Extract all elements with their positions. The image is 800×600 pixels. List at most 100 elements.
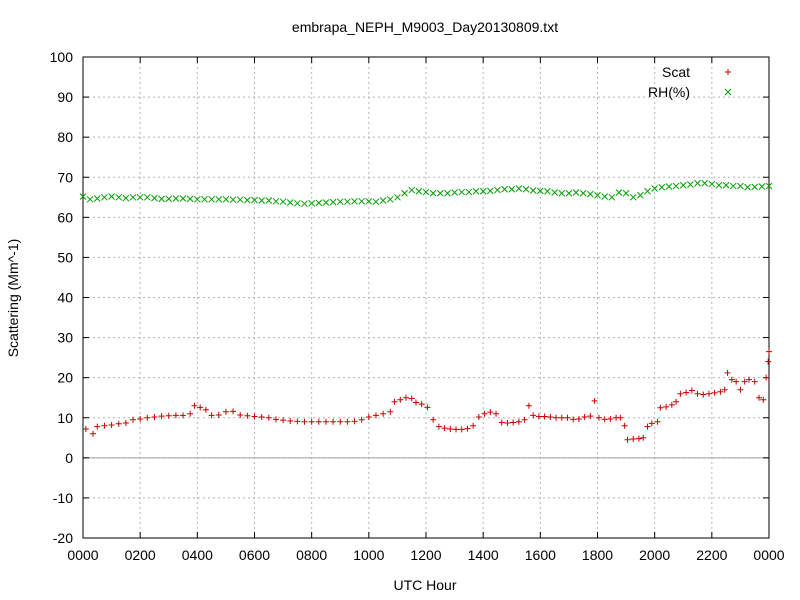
scat-point: [741, 378, 748, 385]
scat-point: [94, 423, 101, 430]
axis-ticks: [82, 56, 770, 539]
rh-point: [458, 188, 466, 196]
rh-point: [501, 185, 508, 193]
scat-point: [301, 418, 308, 425]
scat-point: [558, 414, 565, 421]
scat-point: [575, 415, 582, 422]
rh-point: [615, 189, 623, 196]
scat-point: [424, 404, 431, 411]
rh-point: [101, 193, 108, 201]
y-tick-label: -20: [53, 530, 73, 546]
rh-point: [308, 199, 316, 207]
x-tick-label: 1600: [525, 547, 556, 563]
rh-point: [108, 193, 115, 200]
rh-point: [344, 198, 351, 206]
legend-label-rh: RH(%): [648, 84, 690, 100]
scat-point: [418, 401, 425, 408]
scat-point: [351, 418, 358, 425]
scat-point: [745, 376, 752, 383]
rh-point: [465, 188, 473, 196]
scat-point: [648, 420, 655, 427]
x-tick-label: 0000: [67, 547, 98, 563]
scat-point: [688, 387, 695, 394]
legend-marker: [724, 88, 732, 96]
scat-point: [640, 434, 647, 441]
y-axis-label: Scattering (Mm^-1): [5, 239, 21, 358]
rh-point: [386, 195, 394, 203]
scat-point: [601, 416, 608, 423]
rh-point: [751, 183, 759, 191]
scat-point: [230, 408, 237, 415]
series-rh: [79, 179, 773, 208]
rh-point: [529, 187, 537, 194]
x-tick-label: 2000: [639, 547, 670, 563]
scat-point: [504, 419, 511, 426]
rh-point: [301, 200, 308, 208]
x-tick-labels: 0000 0200 0400 0600 0800 1000 1200 1400 1600 1800…: [67, 547, 784, 563]
rh-point: [201, 195, 208, 203]
x-tick-label: 1000: [353, 547, 384, 563]
rh-point: [286, 199, 294, 206]
scat-point: [165, 412, 172, 419]
x-tick-label: 0800: [296, 547, 327, 563]
rh-point: [158, 195, 165, 203]
rh-point: [79, 193, 87, 200]
rh-point: [722, 181, 730, 189]
scat-point: [430, 416, 437, 423]
x-tick-label: 0600: [239, 547, 270, 563]
rh-point: [372, 198, 380, 206]
rh-point: [558, 189, 566, 197]
rh-point: [715, 181, 723, 189]
rh-point: [729, 182, 737, 190]
rh-point: [708, 180, 716, 188]
rh-point: [579, 189, 587, 197]
scat-point: [322, 418, 329, 425]
scat-point: [510, 419, 517, 426]
scat-point: [751, 378, 758, 385]
scat-point: [763, 374, 770, 381]
rh-point: [315, 199, 323, 207]
scat-point: [435, 423, 442, 430]
scat-point: [617, 414, 624, 421]
scat-point: [412, 399, 419, 406]
scat-point: [521, 416, 528, 423]
scat-point: [115, 420, 122, 427]
scat-point: [541, 413, 548, 420]
legend-marker-scat: [725, 69, 731, 75]
scat-point: [547, 413, 554, 420]
rh-point: [143, 193, 151, 201]
scat-point: [755, 394, 762, 401]
scat-point: [447, 425, 454, 432]
rh-point: [165, 195, 173, 203]
scat-point: [280, 417, 287, 424]
rh-point: [472, 187, 480, 195]
scat-point: [391, 398, 398, 405]
rh-point: [294, 199, 301, 207]
scat-point: [365, 413, 372, 420]
scat-point: [308, 418, 315, 425]
rh-point: [215, 195, 223, 203]
rh-point: [665, 183, 673, 190]
y-tick-label: 10: [57, 410, 73, 426]
scat-point: [172, 412, 179, 419]
scat-point: [635, 435, 642, 442]
scat-point: [197, 404, 204, 411]
rh-point: [208, 195, 215, 203]
scat-point: [287, 417, 294, 424]
scat-point: [408, 395, 415, 402]
y-tick-label: 30: [57, 330, 73, 346]
scat-point: [151, 413, 158, 420]
scat-point: [144, 414, 151, 421]
scat-point: [724, 369, 731, 376]
scat-point: [766, 348, 772, 355]
y-tick-label: 60: [57, 209, 73, 225]
rh-point: [172, 195, 180, 202]
scat-point: [694, 390, 701, 397]
scat-point: [82, 425, 89, 432]
rh-point: [544, 187, 551, 195]
scat-point: [458, 426, 465, 433]
scat-point: [397, 396, 404, 403]
rh-point: [351, 197, 358, 205]
rh-point: [415, 187, 423, 195]
scat-point: [158, 413, 165, 420]
